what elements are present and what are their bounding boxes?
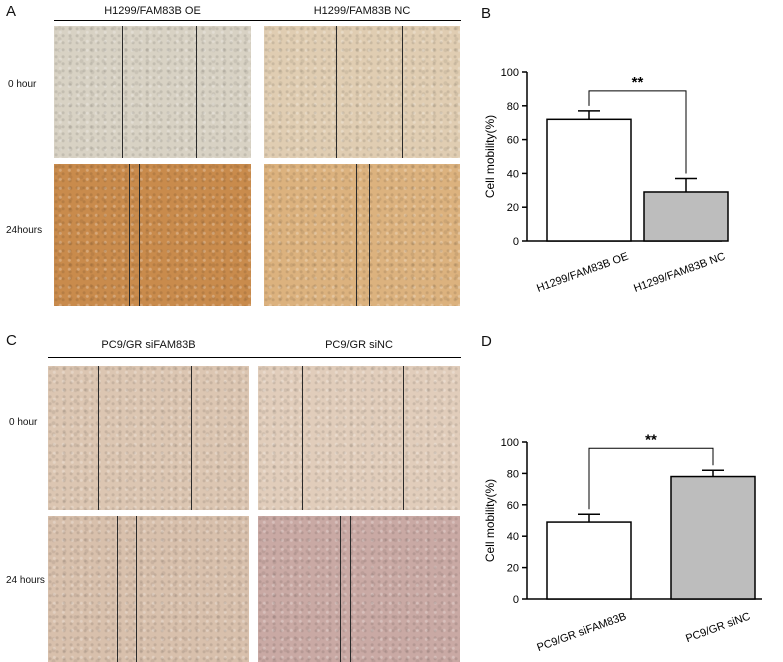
- bar-chart-b: 0 20 40 60 80 100 Cell mobility(%) H1299/FAM83B…: [483, 67, 729, 295]
- micrograph-h1299-nc-0h: [264, 26, 460, 158]
- y-tick-label: 80: [507, 101, 519, 113]
- y-axis-label: Cell mobility(%): [483, 479, 497, 562]
- group-header-h1299-nc: H1299/FAM83B NC: [313, 5, 411, 17]
- y-tick-label: 0: [513, 594, 519, 606]
- significance-marker: **: [645, 431, 657, 448]
- micrograph-pc9-sinc-0h: [258, 366, 460, 510]
- x-category-label: H1299/FAM83B NC: [632, 251, 727, 295]
- x-category-label: H1299/FAM83B OE: [535, 251, 630, 295]
- y-tick-label: 60: [507, 500, 519, 512]
- y-tick-label: 20: [507, 202, 519, 214]
- y-tick-label: 60: [507, 135, 519, 147]
- micrograph-h1299-nc-24h: [264, 164, 460, 306]
- x-category-label: PC9/GR siFAM83B: [535, 611, 628, 654]
- header-rule-a: [54, 20, 461, 21]
- micrograph-pc9-sifam83b-0h: [48, 366, 249, 510]
- y-tick-label: 40: [507, 531, 519, 543]
- micrograph-pc9-sinc-24h: [258, 516, 460, 662]
- micrograph-h1299-oe-24h: [54, 164, 251, 306]
- row-label-0h-a: 0 hour: [8, 79, 37, 90]
- y-tick-label: 20: [507, 563, 519, 575]
- bar-1: [546, 521, 632, 600]
- group-header-pc9-sinc: PC9/GR siNC: [325, 339, 393, 351]
- y-tick-label: 40: [507, 168, 519, 180]
- header-rule-c: [48, 357, 461, 358]
- micrograph-pc9-sifam83b-24h: [48, 516, 249, 662]
- y-axis-label: Cell mobility(%): [483, 115, 497, 198]
- micrograph-h1299-oe-0h: [54, 26, 251, 158]
- panel-label-d: D: [481, 333, 492, 350]
- significance-bracket: [588, 90, 687, 174]
- bar-1: [546, 118, 632, 242]
- group-header-h1299-oe: H1299/FAM83B OE: [104, 5, 201, 17]
- group-header-pc9-sifam83b: PC9/GR siFAM83B: [101, 339, 196, 351]
- row-label-24h-c: 24 hours: [6, 575, 45, 586]
- bar-chart-d: 0 20 40 60 80 100 Cell mobility(%) PC9/GR siFAM…: [483, 431, 762, 654]
- y-tick-label: 100: [501, 437, 519, 449]
- bar-2: [670, 475, 756, 600]
- x-category-label: PC9/GR siNC: [684, 611, 752, 645]
- y-tick-label: 100: [501, 67, 519, 79]
- significance-marker: **: [632, 74, 644, 91]
- significance-bracket: [588, 447, 714, 510]
- y-tick-label: 80: [507, 468, 519, 480]
- panel-label-b: B: [481, 5, 492, 22]
- panel-label-c: C: [6, 332, 17, 349]
- row-label-0h-c: 0 hour: [9, 417, 38, 428]
- y-tick-label: 0: [513, 236, 519, 248]
- row-label-24h-a: 24hours: [6, 225, 43, 236]
- bar-2: [643, 191, 729, 242]
- panel-label-a: A: [6, 3, 17, 20]
